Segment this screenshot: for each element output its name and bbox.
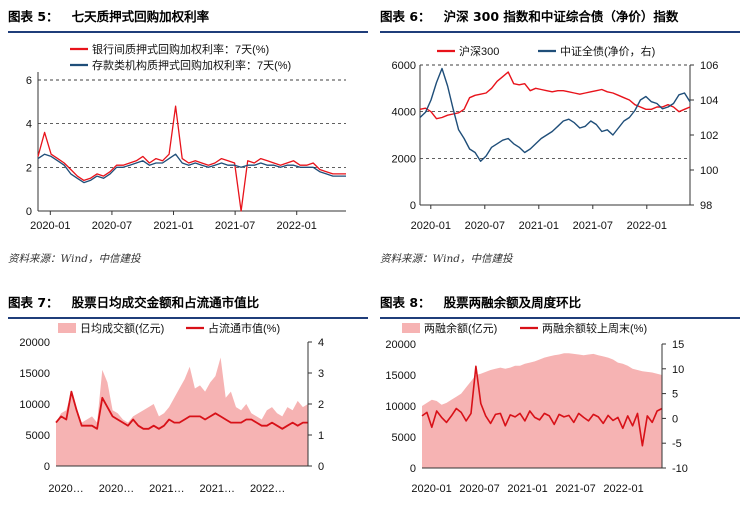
series-line-interbank	[37, 105, 346, 212]
panel-title: 图表 8： 股票两融余额及周度环比	[380, 292, 581, 312]
y-tick-label: 6	[26, 75, 32, 87]
panel-title: 图表 6： 沪深 300 指数和中证综合债（净价）指数	[380, 6, 678, 26]
source-note: 资料来源：Wind，中信建投	[380, 253, 513, 265]
y-tick-label-right: -10	[672, 463, 688, 475]
x-tick-label: 2022-01	[277, 220, 317, 232]
y-tick-label-right: 10	[672, 364, 684, 376]
title-rule	[8, 31, 368, 33]
y-tick-label-left: 5000	[392, 432, 416, 444]
y-tick-label-left: 6000	[392, 60, 416, 72]
x-tick-label: 2021-07	[573, 220, 613, 232]
y-tick-label-left: 0	[44, 461, 50, 473]
y-tick-label-left: 10000	[19, 399, 50, 411]
source-note: 资料来源：Wind，中信建投	[8, 253, 141, 265]
legend-label: 沪深300	[459, 44, 499, 58]
series-line-turnover-ratio	[55, 390, 308, 430]
panel-label: 图表 6：	[380, 9, 431, 24]
y-tick-label-left: 15000	[385, 370, 416, 382]
y-tick-label-right: 0	[318, 461, 324, 473]
panel-title-text: 七天质押式回购加权利率	[71, 9, 210, 24]
panel-title: 图表 5： 七天质押式回购加权利率	[8, 6, 209, 26]
y-tick-label-right: 5	[672, 389, 678, 401]
series-area-margin-balance	[422, 353, 662, 468]
y-tick-label-right: 15	[672, 339, 684, 351]
x-tick-label: 2021-01	[507, 483, 547, 495]
series-area-turnover	[56, 357, 308, 466]
x-tick-label: 2020-07	[92, 220, 132, 232]
y-tick-label-right: 102	[700, 130, 718, 142]
legend-label: 银行间质押式回购加权利率：7天(%)	[92, 42, 269, 56]
x-tick-label: 2022…	[250, 483, 285, 495]
y-tick-label-left: 4000	[392, 107, 416, 119]
x-tick-label: 2021-07	[555, 483, 595, 495]
y-tick-label-right: 4	[318, 337, 324, 349]
legend-swatch	[402, 323, 420, 333]
x-tick-label: 2020-01	[30, 220, 70, 232]
panel-title-text: 股票日均成交金额和占流通市值比	[71, 295, 260, 310]
y-tick-label-right: 98	[700, 200, 712, 212]
x-tick-label: 2020-01	[411, 220, 451, 232]
chart-svg: 0 5000 10000 15000 20000 0 1 2 3 4 日均成交额(亿元) 占流通市值(…	[19, 321, 324, 495]
title-rule	[380, 317, 740, 319]
y-tick-label-left: 5000	[26, 430, 50, 442]
y-tick-label: 2	[26, 162, 32, 174]
panel-title-text: 股票两融余额及周度环比	[443, 295, 582, 310]
x-tick-label: 2021…	[200, 483, 235, 495]
chart-svg: 0 2000 4000 6000 98 100 102 104 106 沪深300 中证全债(净价，…	[392, 42, 718, 232]
title-rule	[8, 317, 368, 319]
legend-label: 日均成交额(亿元)	[80, 321, 164, 335]
chart-panel-7: 图表 7： 股票日均成交金额和占流通市值比 0 5000 10000 15000 200…	[8, 292, 368, 510]
series-line-bond-index	[419, 67, 691, 163]
chart-panel-8: 图表 8： 股票两融余额及周度环比 0 5000 10000 15000 20000 -1…	[380, 292, 740, 510]
y-tick-label-right: 100	[700, 165, 718, 177]
y-tick-label-left: 10000	[385, 401, 416, 413]
x-tick-label: 2021-01	[519, 220, 559, 232]
panel-label: 图表 5：	[8, 9, 59, 24]
x-tick-label: 2022-01	[603, 483, 643, 495]
y-tick-label-left: 0	[410, 200, 416, 212]
y-tick-label-left: 15000	[19, 368, 50, 380]
y-tick-label-left: 20000	[19, 337, 50, 349]
chart-svg: 0 2 4 6 银行间质押式回购加权利率：7天(%) 存款类机构质押式回购加权利率：7天(…	[26, 38, 346, 232]
panel-label: 图表 8：	[380, 295, 431, 310]
y-tick-label-right: 0	[672, 413, 678, 425]
legend-label: 两融余额(亿元)	[424, 321, 497, 335]
legend-label: 中证全债(净价，右)	[560, 44, 655, 58]
legend-label: 存款类机构质押式回购加权利率：7天(%)	[92, 58, 291, 72]
legend-box	[68, 38, 330, 72]
legend-label: 占流通市值(%)	[208, 321, 280, 335]
y-tick-label-left: 2000	[392, 153, 416, 165]
x-tick-label: 2020…	[48, 483, 83, 495]
chart-svg: 0 5000 10000 15000 20000 -10 -5 0 5 10 15 两融余额(亿元) 两…	[385, 321, 688, 495]
legend-label: 两融余额较上周末(%)	[542, 321, 647, 335]
x-tick-label: 2021…	[149, 483, 184, 495]
x-tick-label: 2020-01	[411, 483, 451, 495]
series-line-csi300	[419, 71, 691, 120]
y-tick-label-right: -5	[672, 438, 682, 450]
y-tick-label-right: 1	[318, 430, 324, 442]
chart-panel-5: 图表 5： 七天质押式回购加权利率 0 2 4 6 银行间质押式回购加权利率：7天(%)…	[8, 6, 368, 266]
panel-title-text: 沪深 300 指数和中证综合债（净价）指数	[443, 9, 679, 24]
y-tick-label-right: 3	[318, 368, 324, 380]
x-tick-label: 2021-07	[215, 220, 255, 232]
legend-swatch	[58, 323, 76, 333]
y-tick-label-left: 20000	[385, 339, 416, 351]
series-line-deposit	[37, 153, 346, 184]
title-rule	[380, 31, 740, 33]
series-line-margin-change	[421, 365, 663, 447]
x-tick-label: 2020-07	[459, 483, 499, 495]
x-tick-label: 2020-07	[465, 220, 505, 232]
y-tick-label: 0	[26, 206, 32, 218]
y-tick-label-right: 106	[700, 60, 718, 72]
panel-title: 图表 7： 股票日均成交金额和占流通市值比	[8, 292, 259, 312]
y-tick-label: 4	[26, 119, 32, 131]
x-tick-label: 2020…	[99, 483, 134, 495]
panel-label: 图表 7：	[8, 295, 59, 310]
x-tick-label: 2021-01	[153, 220, 193, 232]
x-tick-label: 2022-01	[627, 220, 667, 232]
y-tick-label-right: 2	[318, 399, 324, 411]
chart-panel-6: 图表 6： 沪深 300 指数和中证综合债（净价）指数 0 2000 4000 600…	[380, 6, 740, 266]
y-tick-label-right: 104	[700, 95, 718, 107]
y-tick-label-left: 0	[410, 463, 416, 475]
